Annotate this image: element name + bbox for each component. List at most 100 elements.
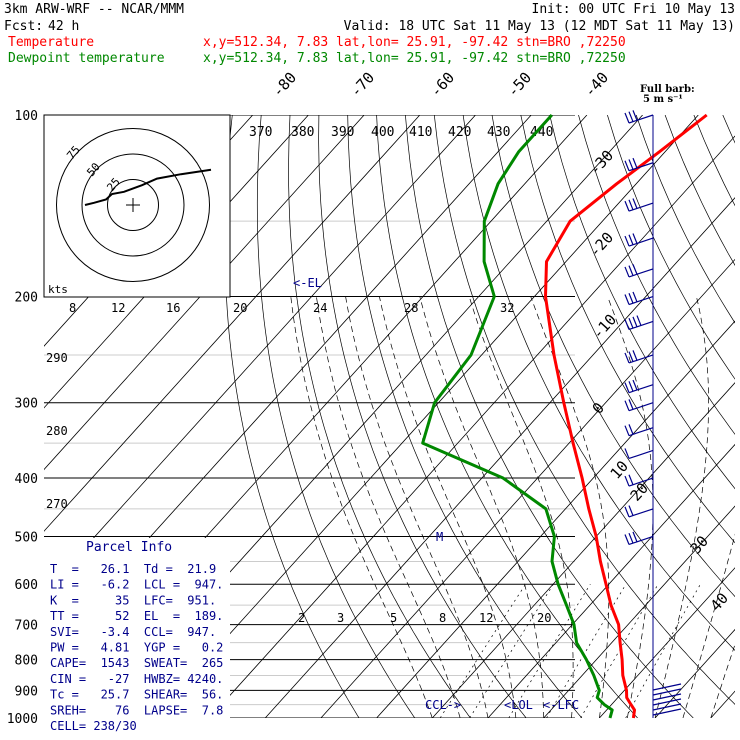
isotherm-line	[654, 628, 735, 718]
dry-adiabat-line	[318, 115, 527, 718]
mixing-ratio-label: 32	[500, 301, 514, 315]
parcel-info-row: T = 26.1 Td = 21.9	[50, 562, 216, 576]
theta-label: 430	[487, 125, 510, 140]
isotherm-label: -80	[269, 68, 301, 100]
theta-label: 280	[46, 424, 68, 438]
mixing-ratio-label: 8	[69, 301, 76, 315]
moist-adiabat-line	[290, 296, 433, 718]
wind-barb	[624, 399, 654, 412]
wind-barb	[624, 379, 654, 394]
isotherm-label: -30	[586, 146, 618, 178]
isotherm-label: -70	[347, 68, 379, 100]
isotherm-line	[320, 258, 735, 718]
theta-label: 270	[46, 497, 68, 511]
isotherm-line	[153, 115, 699, 718]
mixing-ratio-label: 16	[166, 301, 180, 315]
mixing-ratio-label: 2	[298, 611, 305, 625]
barb-legend-line1: Full barb:	[640, 84, 695, 95]
wind-barb	[624, 157, 654, 172]
parcel-info-row: CIN = -27 HWBZ= 4240.	[50, 672, 223, 686]
moist-adiabat-line	[682, 533, 735, 718]
mixing-ratio-label: 3	[337, 611, 344, 625]
dry-adiabat-line	[549, 115, 735, 490]
isotherm-label: -40	[581, 68, 613, 100]
mixing-ratio-label: 20	[233, 301, 247, 315]
isotherm-line	[44, 115, 476, 594]
parcel-info-row: TT = 52 EL = 189.	[50, 609, 223, 623]
temp-info: x,y=512.34, 7.83 lat,lon= 25.91, -97.42 …	[203, 35, 626, 50]
wind-barb	[624, 448, 654, 460]
dry-adiabat-line	[462, 115, 735, 651]
moist-adiabat-line	[419, 296, 545, 718]
theta-label: 380	[291, 125, 314, 140]
lcl-label: <LOL	[504, 698, 533, 712]
mixing-ratio-line	[625, 584, 701, 718]
moist-adiabat-line	[607, 296, 654, 718]
parcel-info-row: CAPE= 1543 SWEAT= 265	[50, 656, 223, 670]
wind-barb	[652, 683, 682, 691]
isotherm-label: -20	[586, 228, 618, 260]
theta-label: 400	[371, 125, 394, 140]
isotherm-label: -50	[504, 68, 536, 100]
theta-label: 410	[409, 125, 432, 140]
isotherm-line	[599, 567, 735, 718]
mixing-ratio-label: 5	[390, 611, 397, 625]
mixing-ratio-label: 20	[537, 611, 551, 625]
pressure-tick-label: 500	[15, 530, 38, 545]
pressure-tick-label: 900	[15, 684, 38, 699]
wind-barb	[652, 688, 682, 696]
pressure-tick-label: 200	[15, 291, 38, 306]
fcst-value: 42 h	[48, 19, 79, 34]
dry-adiabat-line	[376, 115, 638, 718]
wind-barb	[652, 708, 682, 716]
pressure-tick-label: 400	[15, 472, 38, 487]
dry-adiabat-line	[693, 115, 735, 207]
dry-adiabat-line	[256, 115, 416, 718]
isotherm-line	[376, 320, 735, 718]
parcel-info-title: Parcel Info	[86, 540, 172, 555]
moist-adiabat-line	[345, 296, 489, 718]
hodograph-trace	[84, 168, 212, 206]
theta-label: 390	[331, 125, 354, 140]
isotherm-line	[432, 382, 735, 718]
moist-adiabat-line	[710, 643, 735, 718]
pressure-tick-label: 700	[15, 619, 38, 634]
dry-adiabat-line	[433, 115, 735, 705]
wind-barb	[624, 110, 654, 124]
moist-adiabat-line	[316, 296, 461, 718]
dry-adiabat-line	[347, 115, 583, 718]
isotherm-label: -60	[427, 68, 459, 100]
isotherm-line	[44, 115, 365, 471]
dry-adiabat-line	[224, 115, 360, 718]
wind-barb	[624, 531, 654, 546]
wind-barb	[624, 315, 654, 331]
pressure-tick-label: 100	[15, 109, 38, 124]
dry-adiabat-line	[635, 115, 735, 324]
pressure-tick-label: 1000	[7, 712, 38, 727]
wind-barb	[624, 350, 654, 364]
wind-barb	[624, 233, 654, 247]
mixing-ratio-line	[580, 584, 659, 718]
lfc-label: <-LFC	[543, 698, 579, 712]
mixing-ratio-label: 8	[439, 611, 446, 625]
parcel-info-panel	[44, 538, 230, 728]
wind-barb	[652, 693, 682, 701]
isotherm-line	[543, 505, 735, 718]
pressure-tick-label: 800	[15, 654, 38, 669]
dry-adiabat-line	[578, 115, 735, 435]
wind-barb	[624, 505, 654, 518]
wind-barb	[624, 474, 654, 487]
mixing-ratio-label: 28	[404, 301, 418, 315]
isotherm-label: 10	[607, 457, 632, 482]
parcel-info-row: PW = 4.81 YGP = 0.2	[50, 641, 223, 655]
parcel-info-row: CELL= 238/30	[50, 719, 137, 733]
fcst-label: Fcst:	[4, 19, 43, 34]
dry-adiabat-line	[520, 115, 735, 544]
pressure-tick-label: 600	[15, 578, 38, 593]
m-label: M	[436, 530, 443, 544]
dewpoint-profile	[421, 113, 614, 719]
mixing-ratio-label: 12	[111, 301, 125, 315]
dry-adiabat-line	[607, 115, 735, 380]
isotherm-line	[264, 197, 735, 718]
valid-time: Valid: 18 UTC Sat 11 May 13 (12 MDT Sat …	[344, 19, 735, 34]
